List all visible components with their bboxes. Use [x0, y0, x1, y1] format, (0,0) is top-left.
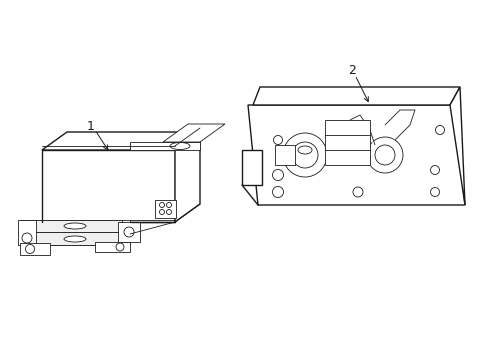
- Polygon shape: [350, 115, 375, 145]
- Circle shape: [292, 142, 318, 168]
- Polygon shape: [248, 105, 465, 205]
- Circle shape: [25, 244, 34, 253]
- Ellipse shape: [64, 223, 86, 229]
- Circle shape: [353, 135, 363, 144]
- Polygon shape: [325, 120, 370, 165]
- Circle shape: [431, 166, 440, 175]
- Circle shape: [22, 233, 32, 243]
- Circle shape: [375, 145, 395, 165]
- Polygon shape: [42, 132, 200, 150]
- Ellipse shape: [170, 143, 190, 149]
- Polygon shape: [242, 150, 262, 185]
- Circle shape: [436, 126, 444, 135]
- Circle shape: [160, 210, 165, 215]
- Circle shape: [367, 137, 403, 173]
- Ellipse shape: [298, 146, 312, 154]
- Polygon shape: [20, 232, 130, 245]
- Polygon shape: [20, 243, 50, 255]
- Circle shape: [272, 186, 284, 198]
- Polygon shape: [155, 200, 176, 218]
- Ellipse shape: [64, 236, 86, 242]
- Circle shape: [160, 202, 165, 207]
- Polygon shape: [275, 145, 295, 165]
- Text: 1: 1: [87, 120, 95, 132]
- Text: 2: 2: [348, 63, 356, 77]
- Circle shape: [431, 188, 440, 197]
- Polygon shape: [175, 132, 200, 222]
- Polygon shape: [253, 87, 460, 105]
- Polygon shape: [95, 242, 130, 252]
- Polygon shape: [385, 110, 415, 140]
- Circle shape: [167, 202, 172, 207]
- Polygon shape: [18, 220, 36, 245]
- Circle shape: [116, 243, 124, 251]
- Polygon shape: [32, 232, 122, 245]
- Polygon shape: [163, 124, 225, 142]
- Circle shape: [283, 133, 327, 177]
- Circle shape: [272, 170, 284, 180]
- Polygon shape: [32, 220, 122, 232]
- Polygon shape: [20, 220, 130, 234]
- Circle shape: [273, 135, 283, 144]
- Polygon shape: [450, 87, 465, 205]
- Circle shape: [124, 227, 134, 237]
- Circle shape: [353, 187, 363, 197]
- Polygon shape: [42, 150, 175, 222]
- Polygon shape: [118, 222, 140, 242]
- Polygon shape: [130, 142, 200, 150]
- Circle shape: [167, 210, 172, 215]
